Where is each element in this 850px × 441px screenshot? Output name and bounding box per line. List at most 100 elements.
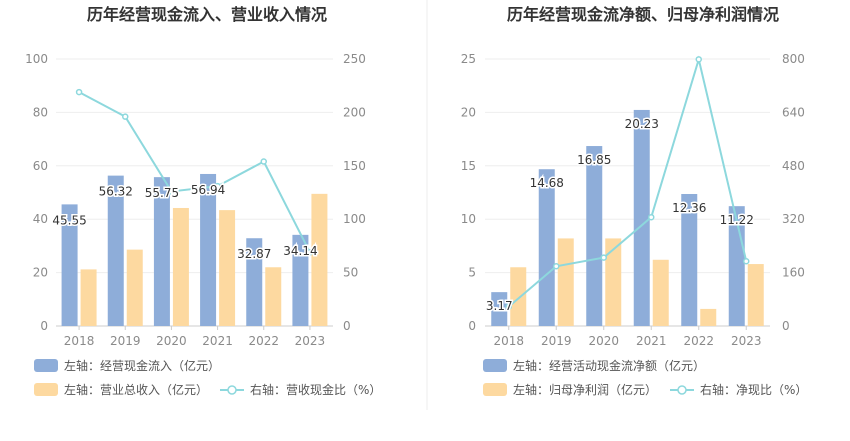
y-left-tick-label: 40 (33, 212, 48, 226)
series-line (508, 55, 748, 308)
chart-title: 历年经营现金流净额、归母净利润情况 (507, 5, 779, 24)
bar-data-label: 34.14 (283, 244, 317, 258)
bar (172, 207, 189, 326)
bar-data-label: 32.87 (237, 247, 271, 261)
y-left-tick-label: 80 (33, 105, 48, 119)
x-tick-label: 2020 (588, 334, 619, 348)
x-tick-label: 2022 (248, 334, 279, 348)
x-tick-label: 2023 (731, 334, 762, 348)
bar (292, 234, 309, 326)
bar-data-label: 56.94 (191, 183, 225, 197)
bar-data-label: 14.68 (530, 176, 564, 190)
y-left-tick-label: 100 (25, 52, 48, 66)
bar-data-label: 12.36 (672, 201, 706, 215)
legend-label: 左轴：经营现金流入（亿元） (64, 358, 220, 373)
x-tick-label: 2020 (156, 334, 187, 348)
legend-marker (227, 385, 237, 395)
y-right-tick-label: 320 (782, 212, 805, 226)
bar (311, 193, 328, 326)
x-tick-label: 2018 (64, 334, 95, 348)
chart-panel-net-cashflow-profit: 历年经营现金流净额、归母净利润情况 0 5 10 15 20 25 0 160 320 480 64… (461, 5, 808, 397)
chart-title: 历年经营现金流入、营业收入情况 (87, 5, 327, 24)
line-point (122, 113, 129, 120)
bar (747, 264, 764, 326)
bar (557, 238, 574, 326)
bar (538, 169, 555, 326)
y-right-tick-label: 50 (343, 266, 358, 280)
line-point (505, 303, 512, 310)
bar (586, 146, 603, 326)
x-tick-label: 2021 (202, 334, 233, 348)
bar (652, 259, 669, 326)
y-left-tick-label: 15 (461, 159, 476, 173)
legend-swatch (34, 383, 58, 396)
line-point (75, 88, 83, 96)
y-right-tick-label: 480 (782, 159, 805, 173)
bar (200, 173, 217, 326)
y-left-tick-label: 20 (33, 266, 48, 280)
bar-data-label: 20.23 (625, 117, 659, 131)
line-point (600, 254, 607, 261)
line-point (648, 213, 655, 221)
legend-label: 左轴：归母净利润（亿元） (513, 382, 657, 397)
legend-label: 左轴：营业总收入（亿元） (64, 382, 208, 397)
line-point (168, 188, 175, 195)
bar (700, 308, 717, 326)
y-left-tick-label: 10 (461, 212, 476, 226)
y-left-tick-label: 0 (468, 319, 476, 333)
legend-label: 左轴：经营活动现金流净额（亿元） (513, 358, 705, 373)
x-tick-label: 2021 (636, 334, 667, 348)
bar (219, 210, 236, 326)
y-right-tick-label: 100 (343, 212, 366, 226)
line-point (306, 249, 314, 256)
x-tick-label: 2023 (295, 334, 326, 348)
bar-data-label: 56.32 (99, 185, 133, 199)
y-left-tick-label: 5 (468, 266, 476, 280)
y-left-tick-label: 0 (40, 319, 48, 333)
y-left-tick-label: 60 (33, 159, 48, 173)
y-left-tick-label: 25 (461, 52, 476, 66)
bar-data-label: 11.22 (720, 213, 754, 227)
y-right-tick-label: 250 (343, 52, 366, 66)
legend-label: 右轴：营收现金比（%） (250, 382, 381, 397)
y-right-tick-label: 160 (782, 266, 805, 280)
y-right-tick-label: 0 (782, 319, 790, 333)
bar (265, 267, 282, 326)
legend-swatch (483, 359, 507, 372)
bar (153, 177, 170, 326)
bar (491, 292, 508, 326)
y-right-tick-label: 640 (782, 105, 805, 119)
bar-data-label: 3.17 (486, 299, 513, 313)
line-point (214, 182, 221, 190)
bar (510, 267, 527, 326)
legend-marker (677, 385, 687, 395)
x-tick-label: 2019 (541, 334, 572, 348)
bar (246, 238, 263, 326)
bar (633, 109, 650, 326)
legend-swatch (483, 383, 507, 396)
y-left-tick-label: 20 (461, 105, 476, 119)
y-right-tick-label: 0 (343, 319, 351, 333)
line-point (553, 263, 560, 270)
bar-data-label: 45.55 (52, 213, 86, 227)
series-line (78, 91, 311, 253)
x-tick-label: 2019 (110, 334, 141, 348)
bar (107, 175, 124, 326)
bar (80, 269, 97, 326)
x-tick-label: 2018 (493, 334, 524, 348)
x-tick-label: 2022 (683, 334, 714, 348)
y-right-tick-label: 150 (343, 159, 366, 173)
line-point (743, 258, 750, 265)
y-right-tick-label: 800 (782, 52, 805, 66)
legend-swatch (34, 359, 58, 372)
bar (681, 193, 698, 326)
bar-data-label: 16.85 (577, 153, 611, 167)
bar (126, 249, 143, 326)
chart-panel-cash-inflow-revenue: 历年经营现金流入、营业收入情况 0 20 40 60 80 100 0 50 100 150 200… (25, 5, 381, 397)
line-point (695, 56, 702, 63)
y-right-tick-label: 200 (343, 105, 366, 119)
legend-label: 右轴：净现比（%） (700, 382, 807, 397)
bar (61, 204, 78, 326)
bar (605, 238, 622, 326)
